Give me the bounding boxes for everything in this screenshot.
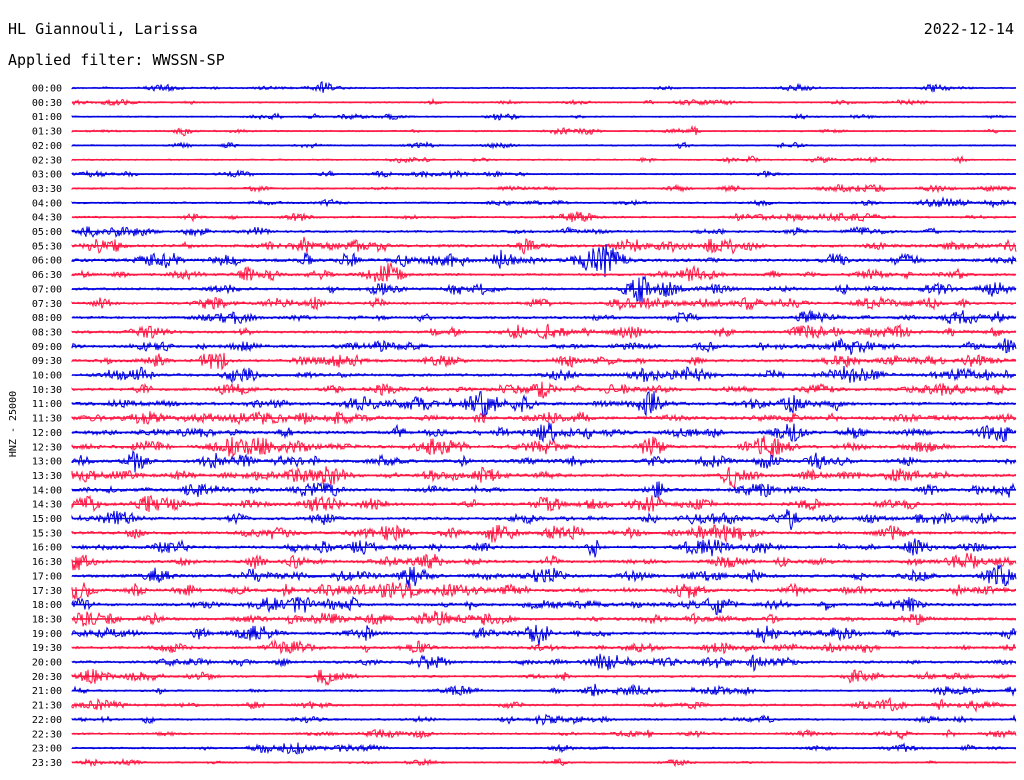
time-tick-label: 20:30 [32,672,62,683]
time-tick-label: 09:30 [32,356,62,367]
time-tick-label: 02:00 [32,141,62,152]
time-tick-label: 14:30 [32,500,62,511]
time-tick-label: 21:30 [32,701,62,712]
trace-line [71,624,1017,646]
time-tick-label: 23:30 [32,758,62,769]
time-tick-label: 19:00 [32,629,62,640]
trace-group [71,81,1017,768]
time-tick-label: 05:30 [32,241,62,252]
time-tick-label: 13:00 [32,457,62,468]
time-tick-label: 12:00 [32,428,62,439]
time-tick-label: 10:30 [32,385,62,396]
tick-label-group: 00:00 00:30 01:00 01:30 02:00 02:30 03:00 03:30… [32,84,62,769]
time-tick-label: 00:00 [32,84,62,95]
time-tick-label: 09:00 [32,342,62,353]
time-tick-label: 04:30 [32,213,62,224]
time-tick-label: 18:30 [32,614,62,625]
time-tick-label: 17:00 [32,571,62,582]
filter-label: Applied filter: WWSSN-SP [8,51,225,69]
time-tick-label: 11:00 [32,399,62,410]
time-tick-label: 23:00 [32,744,62,755]
time-tick-label: 16:30 [32,557,62,568]
time-tick-label: 06:00 [32,256,62,267]
time-tick-label: 17:30 [32,586,62,597]
time-tick-label: 14:00 [32,485,62,496]
time-tick-label: 20:00 [32,658,62,669]
trace-line [71,564,1017,589]
time-tick-label: 02:30 [32,155,62,166]
time-tick-label: 08:00 [32,313,62,324]
time-tick-label: 01:30 [32,127,62,138]
time-tick-label: 13:30 [32,471,62,482]
time-tick-label: 19:30 [32,643,62,654]
time-tick-label: 00:30 [32,98,62,109]
date-label: 2022-12-14 [923,20,1014,38]
time-tick-label: 07:00 [32,284,62,295]
time-tick-label: 07:30 [32,299,62,310]
time-tick-label: 05:00 [32,227,62,238]
station-title: HL Giannouli, Larissa [8,20,198,38]
time-tick-label: 22:30 [32,729,62,740]
time-tick-label: 22:00 [32,715,62,726]
time-tick-label: 11:30 [32,414,62,425]
time-tick-label: 15:00 [32,514,62,525]
time-tick-label: 12:30 [32,442,62,453]
trace-line [71,466,1017,490]
time-tick-label: 08:30 [32,327,62,338]
channel-label: HNZ - 25000 [8,391,19,457]
time-tick-label: 01:00 [32,112,62,123]
time-tick-label: 16:00 [32,543,62,554]
time-tick-label: 21:00 [32,686,62,697]
time-tick-label: 03:30 [32,184,62,195]
time-tick-label: 10:00 [32,371,62,382]
time-tick-label: 18:00 [32,600,62,611]
trace-line [71,261,1017,282]
trace-line [71,509,1017,531]
time-tick-label: 04:00 [32,198,62,209]
time-tick-label: 03:00 [32,170,62,181]
time-tick-label: 06:30 [32,270,62,281]
trace-line [71,596,1017,616]
time-tick-label: 15:30 [32,528,62,539]
